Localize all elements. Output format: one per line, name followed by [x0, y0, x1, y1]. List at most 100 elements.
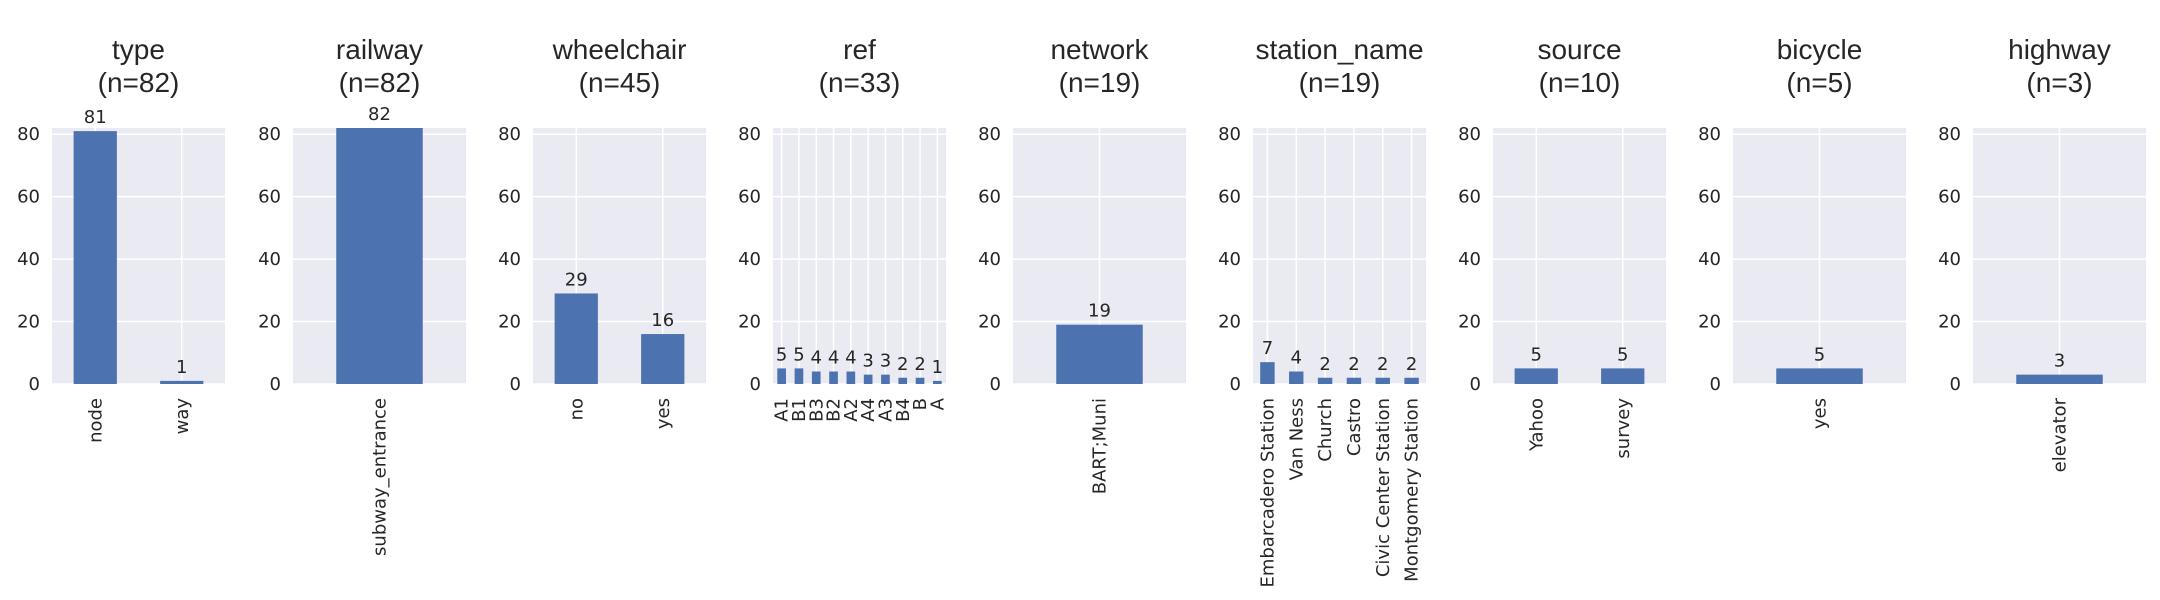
y-tick-label: 60	[498, 187, 521, 208]
bar	[1601, 368, 1645, 384]
category-label: no	[566, 398, 587, 420]
category-label: B2	[824, 398, 845, 422]
chart-title: wheelchair	[552, 34, 687, 65]
y-tick-label: 20	[978, 312, 1001, 333]
y-tick-label: 0	[1710, 374, 1721, 395]
category-label: A4	[858, 398, 879, 422]
y-tick-label: 20	[1698, 312, 1721, 333]
bar-value-label: 81	[84, 107, 107, 128]
y-tick-label: 60	[17, 187, 40, 208]
bar	[829, 371, 838, 384]
chart-panel: 0 20 40 60 80 3 elevator highway(n=3)	[1938, 34, 2146, 472]
y-tick-label: 40	[1458, 249, 1481, 270]
bar-value-label: 4	[828, 348, 839, 369]
bar	[554, 293, 598, 384]
category-label: B	[910, 398, 931, 410]
bar	[898, 377, 908, 384]
bar	[73, 131, 117, 384]
chart-title: station_name	[1255, 34, 1423, 65]
y-tick-label: 20	[1218, 312, 1241, 333]
y-tick-label: 60	[738, 187, 761, 208]
category-label: elevator	[2050, 397, 2071, 472]
y-tick-label: 20	[1938, 312, 1961, 333]
category-label: A1	[772, 398, 793, 422]
bar-value-label: 82	[368, 104, 391, 125]
bar	[1056, 324, 1143, 384]
bar	[160, 380, 204, 384]
chart-subtitle: (n=19)	[1299, 67, 1381, 98]
category-label: yes	[653, 398, 674, 429]
y-tick-label: 80	[1938, 124, 1961, 145]
chart-title: ref	[843, 34, 876, 65]
bar	[863, 374, 873, 384]
bar-value-label: 5	[1617, 344, 1628, 365]
chart-panel: 0 20 40 60 80 82 subway_entrance railway(n=82)	[258, 34, 466, 556]
chart-panel: 0 20 40 60 80 29 no 16 yes wheelchair(n=45)	[498, 34, 706, 429]
bar-value-label: 5	[1814, 344, 1825, 365]
y-tick-label: 40	[1938, 249, 1961, 270]
category-label: A2	[841, 398, 862, 422]
bar	[1317, 377, 1333, 384]
bar-value-label: 1	[176, 357, 187, 378]
y-tick-label: 20	[498, 312, 521, 333]
y-tick-label: 40	[1698, 249, 1721, 270]
chart-subtitle: (n=5)	[1786, 67, 1852, 98]
y-tick-label: 40	[738, 249, 761, 270]
category-label: Castro	[1344, 398, 1365, 456]
chart-subtitle: (n=82)	[339, 67, 421, 98]
y-tick-label: 0	[750, 374, 761, 395]
category-label: B4	[893, 398, 914, 422]
bar	[1514, 368, 1558, 384]
y-tick-label: 80	[1698, 124, 1721, 145]
bar-value-label: 3	[2054, 351, 2065, 372]
category-label: Montgomery Station	[1402, 398, 1423, 582]
y-tick-label: 40	[258, 249, 281, 270]
bar-value-label: 5	[1531, 344, 1542, 365]
chart-subtitle: (n=3)	[2026, 67, 2092, 98]
bar-value-label: 4	[845, 348, 856, 369]
bar	[336, 128, 423, 384]
category-label: A3	[875, 398, 896, 422]
chart-title: highway	[2008, 34, 2111, 65]
y-tick-label: 80	[1458, 124, 1481, 145]
bar	[1375, 377, 1390, 384]
chart-panel: 0204060805A15B14B34B24A23A43A32B42B1Aref…	[738, 34, 948, 422]
bar-value-label: 5	[793, 344, 804, 365]
y-tick-label: 80	[738, 124, 761, 145]
y-tick-label: 80	[978, 124, 1001, 145]
y-tick-label: 20	[1458, 312, 1481, 333]
bar	[1346, 377, 1362, 384]
bar-value-label: 19	[1088, 301, 1111, 322]
category-label: way	[172, 398, 193, 435]
bar-value-label: 2	[1377, 354, 1388, 375]
bar-value-label: 2	[1406, 354, 1417, 375]
bar-value-label: 5	[776, 344, 787, 365]
category-label: B3	[806, 398, 827, 422]
category-label: B1	[789, 398, 810, 422]
category-label: Church	[1315, 398, 1336, 462]
bar	[794, 368, 804, 384]
category-label: Civic Center Station	[1373, 398, 1394, 577]
bar-value-label: 16	[651, 310, 674, 331]
chart-subtitle: (n=45)	[579, 67, 661, 98]
bar-value-label: 29	[565, 269, 588, 290]
bar-value-label: 1	[932, 357, 943, 378]
y-tick-label: 80	[17, 124, 40, 145]
chart-subtitle: (n=33)	[819, 67, 901, 98]
y-tick-label: 60	[1218, 187, 1241, 208]
bar-value-label: 3	[880, 351, 891, 372]
y-tick-label: 0	[1470, 374, 1481, 395]
plot-area	[1493, 128, 1666, 384]
category-label: BART;Muni	[1090, 398, 1111, 494]
y-tick-label: 0	[990, 374, 1001, 395]
y-tick-label: 40	[978, 249, 1001, 270]
bar-value-label: 4	[811, 348, 822, 369]
bar	[1260, 362, 1275, 384]
bar-value-label: 2	[1319, 354, 1330, 375]
chart-panel: 0 20 40 60 80 5 yes bicycle(n=5)	[1698, 34, 1906, 429]
bar	[933, 380, 942, 384]
plot-area	[773, 128, 946, 384]
category-label: survey	[1613, 398, 1634, 459]
bar	[811, 371, 821, 384]
category-label: Yahoo	[1526, 398, 1547, 452]
